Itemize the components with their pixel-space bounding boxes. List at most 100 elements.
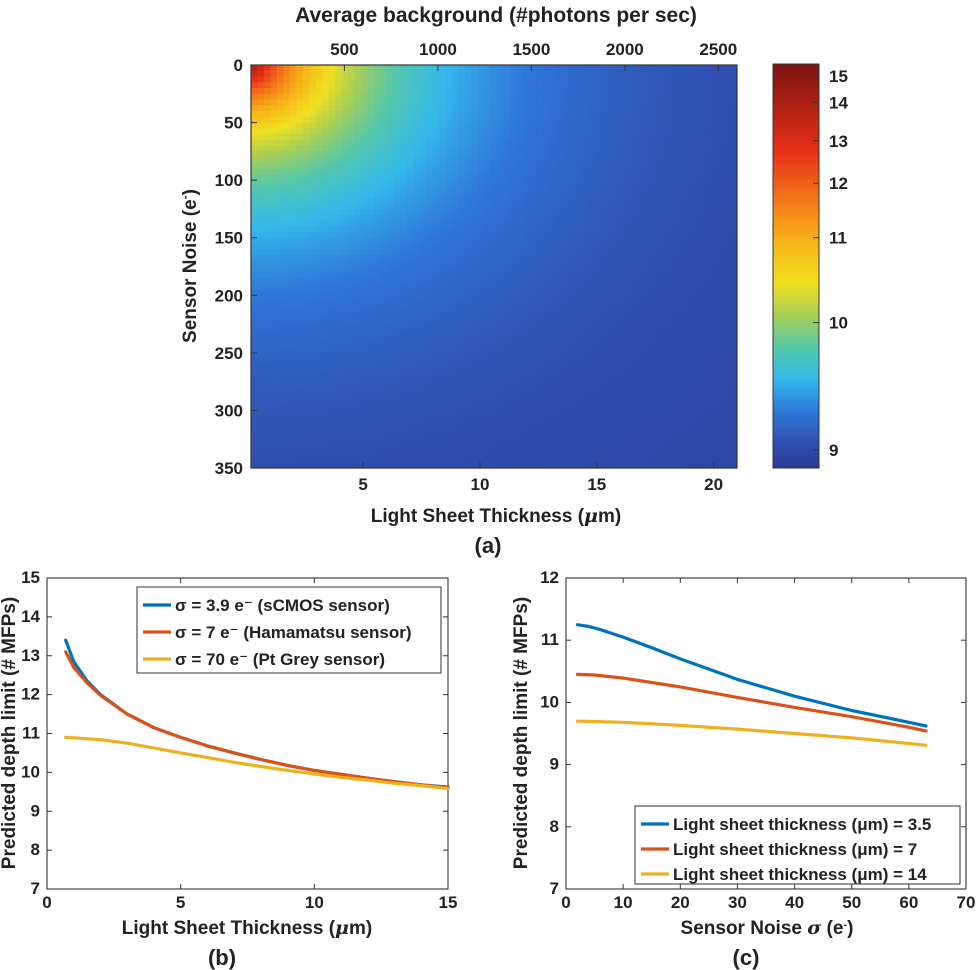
heatmap-cell: [367, 404, 375, 412]
heatmap-cell: [646, 249, 654, 256]
heatmap-cell: [296, 249, 304, 256]
heatmap-cell: [497, 306, 505, 314]
heatmap-cell: [549, 295, 557, 302]
heatmap-cell: [665, 174, 673, 181]
heatmap-cell: [542, 266, 550, 273]
heatmap-cell: [639, 433, 647, 440]
heatmap-cell: [490, 370, 498, 377]
heatmap-cell: [393, 450, 401, 458]
heatmap-cell: [587, 214, 596, 222]
heatmap-cell: [309, 134, 317, 141]
heatmap-cell: [555, 381, 563, 388]
heatmap-cell: [315, 208, 323, 216]
heatmap-cell: [458, 439, 466, 446]
heatmap-cell: [309, 237, 317, 245]
heatmap-cell: [652, 335, 660, 342]
heatmap-cell: [393, 347, 401, 354]
heatmap-cell: [283, 65, 291, 72]
heatmap-cell: [562, 306, 570, 314]
heatmap-cell: [607, 185, 615, 193]
heatmap-cell: [484, 134, 492, 141]
heatmap-cell: [678, 375, 686, 383]
heatmap-cell: [361, 151, 369, 158]
heatmap-cell: [328, 358, 336, 365]
heatmap-cell: [672, 116, 680, 124]
heatmap-cell: [607, 439, 615, 446]
heatmap-cell: [516, 116, 524, 124]
heatmap-cell: [425, 404, 434, 412]
heatmap-cell: [296, 82, 304, 89]
heatmap-cell: [400, 439, 408, 446]
heatmap-cell: [516, 306, 524, 314]
heatmap-cell: [361, 278, 369, 285]
heatmap-cell: [555, 197, 563, 204]
heatmap-cell: [698, 214, 706, 222]
heatmap-cell: [270, 93, 278, 101]
heatmap-cell: [549, 318, 557, 325]
heatmap-cell: [464, 410, 472, 417]
heatmap-cell: [425, 139, 434, 147]
heatmap-cell: [685, 208, 693, 216]
heatmap-cell: [600, 341, 608, 348]
heatmap-cell: [691, 88, 699, 95]
heatmap-cell: [659, 162, 667, 170]
heatmap-cell: [348, 312, 356, 319]
heatmap-cell: [458, 289, 466, 296]
heatmap-cell: [600, 358, 608, 365]
heatmap-cell: [691, 439, 699, 446]
heatmap-cell: [594, 134, 602, 141]
heatmap-cell: [555, 122, 563, 129]
heatmap-cell: [510, 364, 518, 371]
heatmap-cell: [451, 237, 459, 245]
heatmap-cell: [263, 312, 272, 319]
heatmap-cell: [620, 180, 628, 187]
heatmap-cell: [613, 197, 621, 204]
heatmap-cell: [464, 105, 472, 112]
heatmap-cell: [471, 370, 479, 377]
heatmap-cell: [503, 421, 511, 429]
heatmap-cell: [555, 208, 563, 216]
heatmap-cell: [646, 231, 654, 239]
heatmap-cell: [374, 116, 382, 124]
heatmap-cell: [672, 427, 680, 435]
heatmap-cell: [581, 93, 589, 101]
heatmap-cell: [698, 208, 706, 216]
heatmap-cell: [406, 427, 414, 435]
heatmap-cell: [549, 329, 557, 337]
heatmap-cell: [490, 289, 498, 296]
heatmap-cell: [555, 157, 563, 164]
heatmap-cell: [691, 231, 699, 239]
heatmap-cell: [354, 427, 362, 435]
heatmap-cell: [626, 180, 634, 187]
heatmap-cell: [555, 283, 563, 291]
heatmap-cell: [263, 88, 272, 95]
heatmap-cell: [587, 174, 596, 181]
heatmap-cell: [659, 375, 667, 383]
heatmap-cell: [691, 180, 699, 187]
heatmap-cell: [296, 70, 304, 78]
heatmap-cell: [276, 99, 284, 106]
heatmap-cell: [646, 295, 654, 302]
heatmap-cell: [581, 180, 589, 187]
heatmap-cell: [348, 116, 356, 124]
heatmap-cell: [568, 266, 576, 273]
heatmap-cell: [516, 88, 524, 95]
heatmap-cell: [309, 180, 317, 187]
heatmap-cell: [594, 433, 602, 440]
heatmap-cell: [542, 381, 550, 388]
heatmap-cell: [646, 289, 654, 296]
heatmap-cell: [451, 243, 459, 250]
heatmap-cell: [348, 364, 356, 371]
heatmap-cell: [471, 243, 479, 250]
heatmap-cell: [523, 145, 531, 152]
heatmap-cell: [406, 324, 414, 331]
heatmap-cell: [678, 387, 686, 394]
heatmap-cell: [613, 249, 621, 256]
heatmap-cell: [445, 450, 453, 458]
heatmap-cell: [523, 214, 531, 222]
heatmap-cell: [704, 243, 712, 250]
heatmap-cell: [406, 70, 414, 78]
heatmap-cell: [575, 404, 583, 412]
heatmap-cell: [400, 381, 408, 388]
heatmap-cell: [302, 65, 310, 72]
